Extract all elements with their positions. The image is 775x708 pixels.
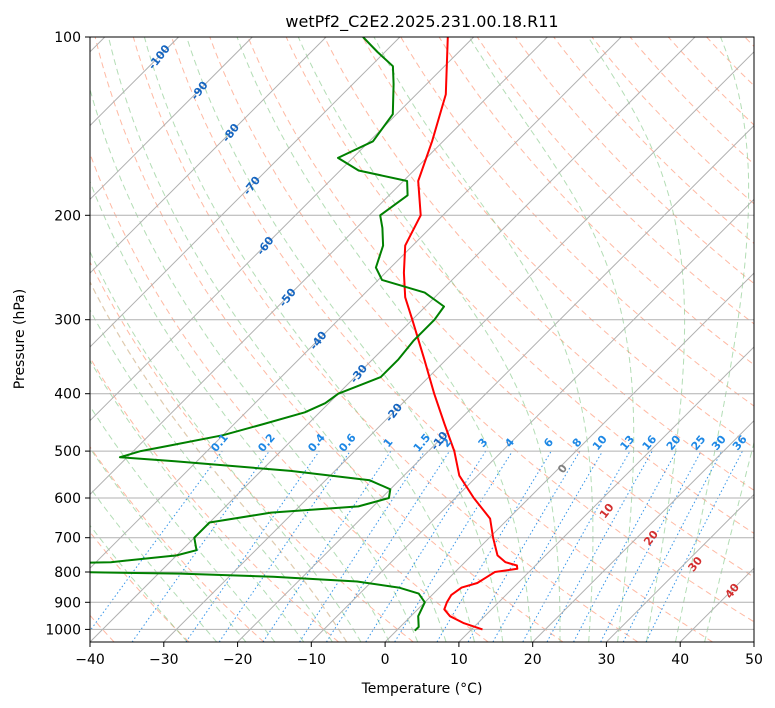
mixing-ratio-line [645,450,743,642]
mixing-ratio-line [218,450,351,642]
dry-adiabat-line [90,260,414,642]
dry-adiabat-line [90,446,265,642]
moist-adiabat-line [90,447,247,642]
isotherm-gridline [606,493,754,642]
dry-adiabat-line [132,37,639,642]
moist-adiabat-line [704,440,754,642]
x-tick-label: 30 [597,652,615,668]
moist-adiabat-line [90,524,188,642]
isotherm-gridline [384,272,754,642]
mixing-ratio-line [262,450,392,642]
dry-adiabat-line [94,37,564,642]
mixing-ratio-line [394,450,513,642]
x-tick-label: −40 [75,652,105,668]
x-tick-label: 20 [524,652,542,668]
y-axis-title: Pressure (hPa) [12,289,28,389]
y-tick-label: 500 [54,444,81,460]
mixing-ratio-line [185,450,320,642]
y-tick-label: 900 [54,595,81,611]
y-tick-label: 800 [54,565,81,581]
mixing-ratio-line [573,450,677,642]
x-tick-label: 40 [671,652,689,668]
moist-adiabat-line [90,308,333,642]
moist-adiabat-line [186,37,504,642]
axes: −40 −30 −20 −10 0 10 20 30 40 50 100 200 300 400 500 60… [45,30,763,668]
moist-adiabat-line [90,87,419,642]
dry-adiabat-line [171,37,713,642]
x-axis-title: Temperature (°C) [361,681,483,697]
moist-adiabat-line [90,180,390,642]
mixing-ratio-line [299,450,426,642]
reference-lines [90,37,754,642]
isotherm-gridline [90,37,253,201]
dry-adiabat-line [515,37,754,285]
x-tick-label: −10 [297,652,327,668]
isotherm-gridline [90,37,475,422]
mixing-ratio-line [546,450,653,642]
dry-adiabat-line [247,37,754,578]
y-tick-label: 1000 [45,622,81,638]
y-tick-label: 100 [54,30,81,46]
isotherm-gridline [90,37,548,496]
x-tick-label: 50 [745,652,763,668]
isotherm-gridline [237,124,754,642]
moist-adiabat-line [90,405,276,642]
dry-adiabat-line [476,37,754,325]
y-tick-label: 400 [54,387,81,403]
moist-adiabat-line [90,359,305,642]
y-tick-label: 600 [54,491,81,507]
moist-adiabat-line [373,37,594,642]
dry-adiabat-line [438,37,754,366]
plot-frame [89,36,755,643]
dewpoint-profile-line [90,37,445,632]
moist-adiabat-line [587,37,686,642]
isotherm-gridline [458,346,754,642]
isotherm-gridline [90,37,327,274]
dry-adiabat-line [285,37,754,534]
mixing-ratio-line [131,450,270,642]
isotherm-gridline [163,51,754,642]
dry-adiabat-line [323,37,754,491]
dry-adiabat-line [90,356,339,642]
moist-adiabat-line [143,37,475,642]
profiles [90,37,519,632]
moist-adiabat-line [90,486,218,642]
temperature-profile-line [402,37,519,631]
x-tick-label: −20 [223,652,253,668]
reference-curve [90,280,348,642]
dry-adiabat-line [209,37,754,623]
isotherm-gridline [90,37,696,642]
y-tick-label: 200 [54,208,81,224]
mixing-ratio-line [522,450,631,642]
grid [90,37,754,642]
x-tick-label: 10 [450,652,468,668]
chart-title: wetPf2_C2E2.2025.231.00.18.R11 [285,12,558,32]
isotherm-gridline [90,37,622,569]
mixing-ratio-line [325,450,450,642]
y-tick-label: 700 [54,531,81,547]
x-tick-label: 0 [381,652,390,668]
isotherm-gridline [90,37,401,348]
x-tick-label: −30 [149,652,179,668]
moist-adiabat-line [675,37,750,642]
isotherm-gridline [532,419,754,642]
y-tick-label: 300 [54,313,81,329]
isotherm-gridline [310,198,754,642]
mixing-ratio-line [90,450,223,632]
moist-adiabat-line [108,37,447,642]
